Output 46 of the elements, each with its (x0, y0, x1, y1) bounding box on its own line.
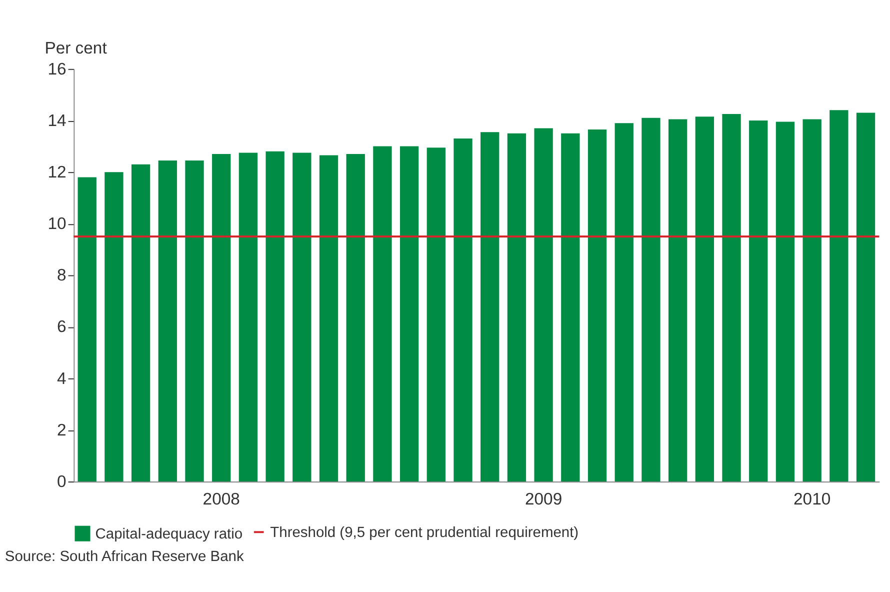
bar (319, 155, 338, 482)
y-tick-label: 4 (57, 368, 66, 388)
y-axis-title: Per cent (44, 38, 108, 58)
y-tick-label: 6 (57, 317, 66, 336)
bar (561, 133, 580, 482)
x-tick-label: 2009 (525, 490, 562, 509)
bar (614, 123, 634, 482)
y-tick-label: 12 (48, 162, 66, 182)
bar (668, 119, 688, 482)
y-tick-label: 8 (57, 266, 66, 285)
bar (158, 160, 177, 482)
legend-label: Threshold (9,5 per cent prudential requirement) (270, 525, 579, 542)
bar (856, 112, 876, 482)
bar (480, 132, 500, 482)
bar (212, 154, 231, 482)
bar (346, 154, 365, 482)
bar (507, 133, 526, 482)
x-tick-label: 2010 (794, 490, 831, 509)
bar (266, 151, 284, 482)
bar (588, 130, 607, 482)
bar (292, 152, 312, 482)
y-tick-label: 0 (57, 472, 66, 491)
y-tick-label: 10 (48, 214, 66, 234)
bar (454, 138, 472, 482)
y-tick-label: 16 (48, 59, 66, 78)
bar (238, 152, 258, 482)
legend-label: Capital-adequacy ratio (95, 526, 243, 542)
bar (78, 177, 96, 482)
bar (642, 118, 660, 482)
y-tick-label: 14 (48, 110, 66, 130)
bar (830, 110, 848, 482)
y-tick-label: 2 (57, 420, 66, 440)
bar (534, 128, 553, 482)
bar (722, 114, 741, 482)
x-tick-label: 2008 (202, 490, 240, 509)
bar (400, 146, 419, 482)
bar (131, 164, 150, 482)
bar (695, 116, 714, 482)
bar (185, 160, 204, 482)
bar (426, 148, 446, 482)
bar (749, 120, 768, 482)
bar (776, 122, 795, 482)
source-note: Source: South African Reserve Bank (4, 549, 244, 566)
bar (373, 146, 392, 482)
bar (802, 119, 822, 482)
bar (104, 172, 124, 482)
